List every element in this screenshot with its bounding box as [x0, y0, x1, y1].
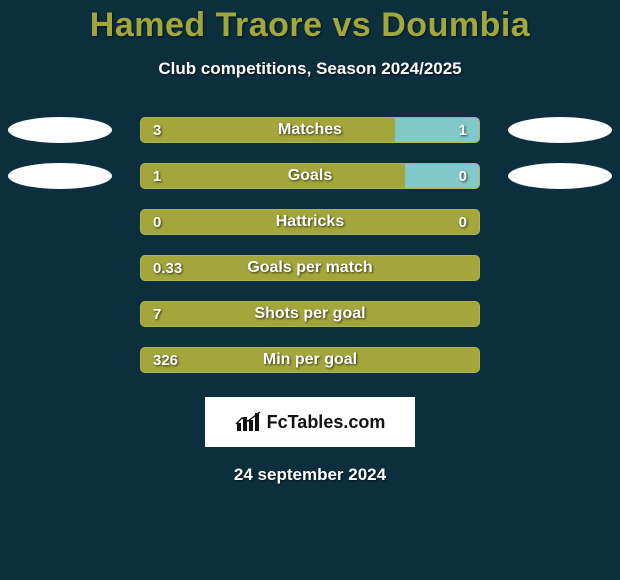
player-badge-left	[8, 117, 112, 143]
stat-bar: 31Matches	[140, 117, 480, 143]
logo-text: FcTables.com	[267, 412, 386, 433]
stat-bar-left	[141, 302, 479, 326]
stat-value-left: 0	[153, 210, 161, 234]
stat-value-left: 326	[153, 348, 178, 372]
comparison-card: Hamed Traore vs Doumbia Club competition…	[0, 0, 620, 580]
stat-value-right: 0	[459, 210, 467, 234]
stat-row: 326Min per goal	[0, 337, 620, 383]
stat-bar: 0.33Goals per match	[140, 255, 480, 281]
player-badge-left	[8, 163, 112, 189]
player-badge-right	[508, 163, 612, 189]
stat-row: 10Goals	[0, 153, 620, 199]
stat-value-right: 1	[459, 118, 467, 142]
stat-value-right: 0	[459, 164, 467, 188]
stat-row: 00Hattricks	[0, 199, 620, 245]
stat-row: 0.33Goals per match	[0, 245, 620, 291]
date-label: 24 september 2024	[0, 465, 620, 485]
stat-value-left: 0.33	[153, 256, 182, 280]
stat-bar-left	[141, 164, 405, 188]
bar-chart-icon	[235, 411, 261, 433]
stat-value-left: 1	[153, 164, 161, 188]
stat-row: 31Matches	[0, 107, 620, 153]
stat-value-left: 7	[153, 302, 161, 326]
logo-box[interactable]: FcTables.com	[205, 397, 415, 447]
stat-bar: 7Shots per goal	[140, 301, 480, 327]
player-badge-right	[508, 117, 612, 143]
stat-row: 7Shots per goal	[0, 291, 620, 337]
stat-bar-left	[141, 348, 479, 372]
stat-bar-left	[141, 118, 395, 142]
stat-bar-left	[141, 256, 479, 280]
stat-bar: 326Min per goal	[140, 347, 480, 373]
page-title: Hamed Traore vs Doumbia	[0, 6, 620, 45]
stat-bar-left	[141, 210, 479, 234]
stat-bar: 00Hattricks	[140, 209, 480, 235]
stats-rows: 31Matches10Goals00Hattricks0.33Goals per…	[0, 107, 620, 383]
stat-value-left: 3	[153, 118, 161, 142]
stat-bar: 10Goals	[140, 163, 480, 189]
stat-bar-right	[405, 164, 479, 188]
subtitle: Club competitions, Season 2024/2025	[0, 59, 620, 79]
